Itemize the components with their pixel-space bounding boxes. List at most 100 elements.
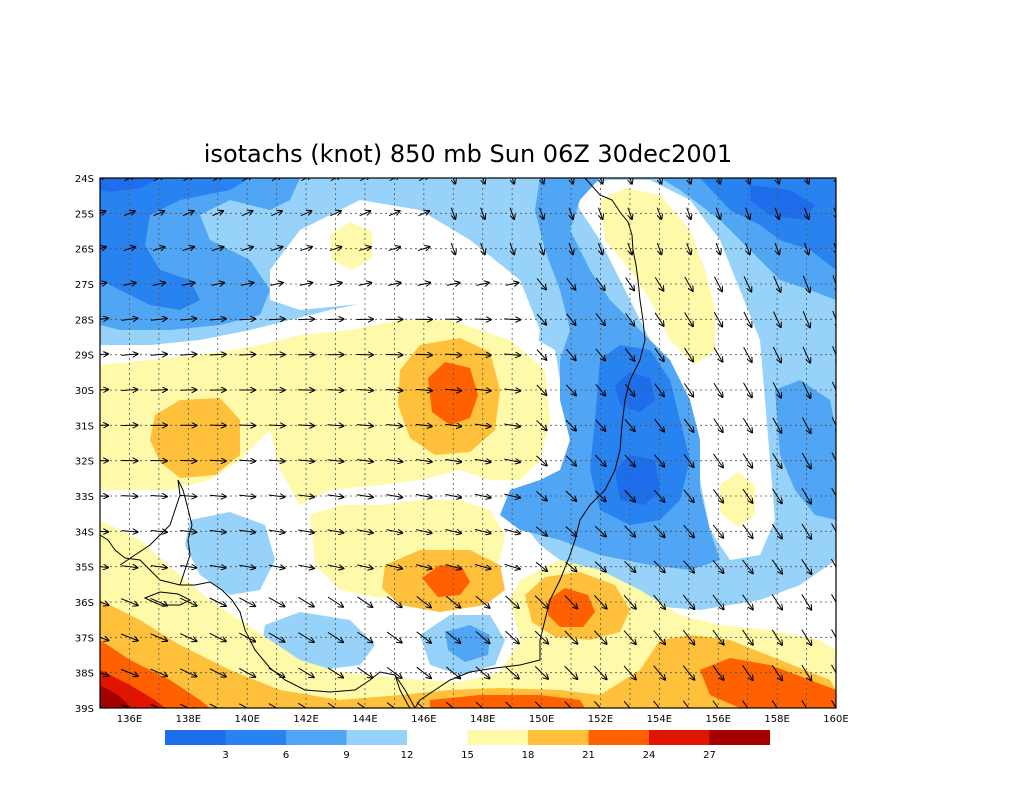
colorbar-label: 3 bbox=[222, 750, 228, 761]
wind-vector bbox=[594, 561, 606, 572]
wind-vector bbox=[416, 666, 431, 678]
wind-vector bbox=[474, 459, 491, 462]
wind-vector bbox=[743, 347, 752, 362]
lat-label: 31S bbox=[75, 421, 94, 432]
wind-vector bbox=[211, 283, 224, 286]
wind-vector bbox=[212, 178, 223, 182]
colorbar-bin bbox=[528, 730, 589, 745]
wind-vector bbox=[683, 560, 694, 573]
wind-vector bbox=[623, 665, 636, 680]
wind-vector bbox=[300, 247, 312, 251]
wind-vector bbox=[327, 632, 343, 642]
wind-vector bbox=[179, 703, 196, 708]
wind-vector bbox=[684, 347, 694, 361]
wind-vector bbox=[801, 629, 811, 645]
wind-vector bbox=[743, 276, 751, 291]
wind-vector bbox=[241, 211, 253, 217]
colorbar-bin bbox=[407, 730, 468, 745]
lat-label: 39S bbox=[75, 704, 94, 715]
wind-vector bbox=[268, 632, 285, 642]
longitude-labels: 136E 138E 140E 142E 144E 146E 148E 150E 152E 154E… bbox=[117, 714, 849, 725]
wind-vector bbox=[568, 207, 573, 219]
wind-vector bbox=[180, 460, 196, 461]
colorbar-bin bbox=[649, 730, 710, 745]
wind-vector bbox=[715, 207, 720, 219]
wind-vector bbox=[743, 382, 751, 398]
wind-vector bbox=[416, 631, 431, 643]
wind-vector bbox=[774, 242, 779, 254]
wind-vector bbox=[654, 312, 663, 326]
wind-vector bbox=[624, 454, 635, 466]
wind-vector bbox=[299, 283, 313, 286]
wind-vector bbox=[445, 389, 461, 391]
wind-vector bbox=[100, 425, 108, 426]
wind-vector bbox=[386, 631, 402, 643]
wind-vector bbox=[474, 354, 491, 355]
lat-label: 33S bbox=[75, 492, 94, 503]
wind-vector bbox=[356, 460, 373, 462]
wind-vector bbox=[327, 425, 344, 426]
colorbar-bin bbox=[467, 730, 528, 745]
wind-vector bbox=[654, 277, 663, 290]
wind-vector bbox=[150, 531, 167, 533]
wind-vector bbox=[565, 490, 576, 501]
wind-vector bbox=[653, 489, 664, 502]
wind-vector bbox=[240, 283, 254, 286]
wind-vector bbox=[534, 595, 548, 609]
wind-vectors bbox=[100, 178, 836, 708]
wind-vector bbox=[239, 530, 255, 532]
lat-label: 27S bbox=[75, 280, 94, 291]
wind-vector bbox=[771, 559, 782, 574]
wind-vector bbox=[450, 242, 455, 254]
wind-vector bbox=[712, 560, 723, 573]
wind-vector bbox=[242, 178, 252, 182]
wind-vector bbox=[534, 666, 548, 679]
wind-vector bbox=[150, 633, 168, 641]
wind-vector bbox=[742, 524, 753, 539]
wind-vector bbox=[357, 530, 373, 533]
wind-vector bbox=[179, 633, 196, 642]
wind-vector bbox=[653, 700, 661, 708]
wind-vector bbox=[153, 178, 164, 182]
wind-vector bbox=[100, 634, 109, 640]
wind-vector bbox=[209, 632, 226, 641]
lat-label: 25S bbox=[75, 209, 94, 220]
wind-vector bbox=[121, 390, 137, 391]
wind-vector bbox=[712, 700, 719, 708]
wind-vector bbox=[745, 242, 750, 254]
wind-vector bbox=[595, 419, 606, 431]
wind-vector bbox=[239, 425, 255, 426]
wind-vector bbox=[540, 178, 544, 183]
isotach-band-3-6-northwest bbox=[100, 178, 250, 310]
coastline bbox=[100, 178, 646, 708]
wind-vector bbox=[386, 460, 402, 462]
wind-vector bbox=[150, 668, 168, 676]
wind-vector bbox=[657, 178, 661, 183]
wind-vector bbox=[474, 563, 490, 569]
plot-frame bbox=[99, 177, 837, 709]
wind-vector bbox=[831, 699, 836, 708]
wind-vector bbox=[445, 494, 461, 497]
wind-vector bbox=[445, 666, 460, 678]
wind-vector bbox=[713, 418, 723, 432]
wind-vector bbox=[415, 495, 432, 498]
wind-vector bbox=[832, 346, 836, 363]
wind-vector bbox=[565, 384, 576, 396]
wind-vector bbox=[773, 275, 781, 292]
wind-vector bbox=[475, 631, 490, 643]
wind-vector bbox=[624, 383, 634, 396]
wind-vector bbox=[595, 384, 606, 395]
wind-vector bbox=[593, 701, 602, 708]
wind-vector bbox=[100, 599, 109, 605]
wind-vector bbox=[714, 276, 722, 292]
wind-vector bbox=[150, 354, 167, 355]
colorbar-label: 9 bbox=[343, 750, 349, 761]
wind-vector bbox=[268, 530, 285, 532]
wind-vector bbox=[593, 630, 606, 644]
isotach-band-21-24-south bbox=[430, 695, 585, 708]
coastline-south-australia bbox=[100, 534, 416, 708]
isotach-band-21-24-southeast bbox=[548, 588, 595, 627]
wind-vector bbox=[536, 349, 546, 360]
isotach-band-15-18-east bbox=[720, 472, 755, 527]
wind-vector bbox=[121, 318, 138, 320]
